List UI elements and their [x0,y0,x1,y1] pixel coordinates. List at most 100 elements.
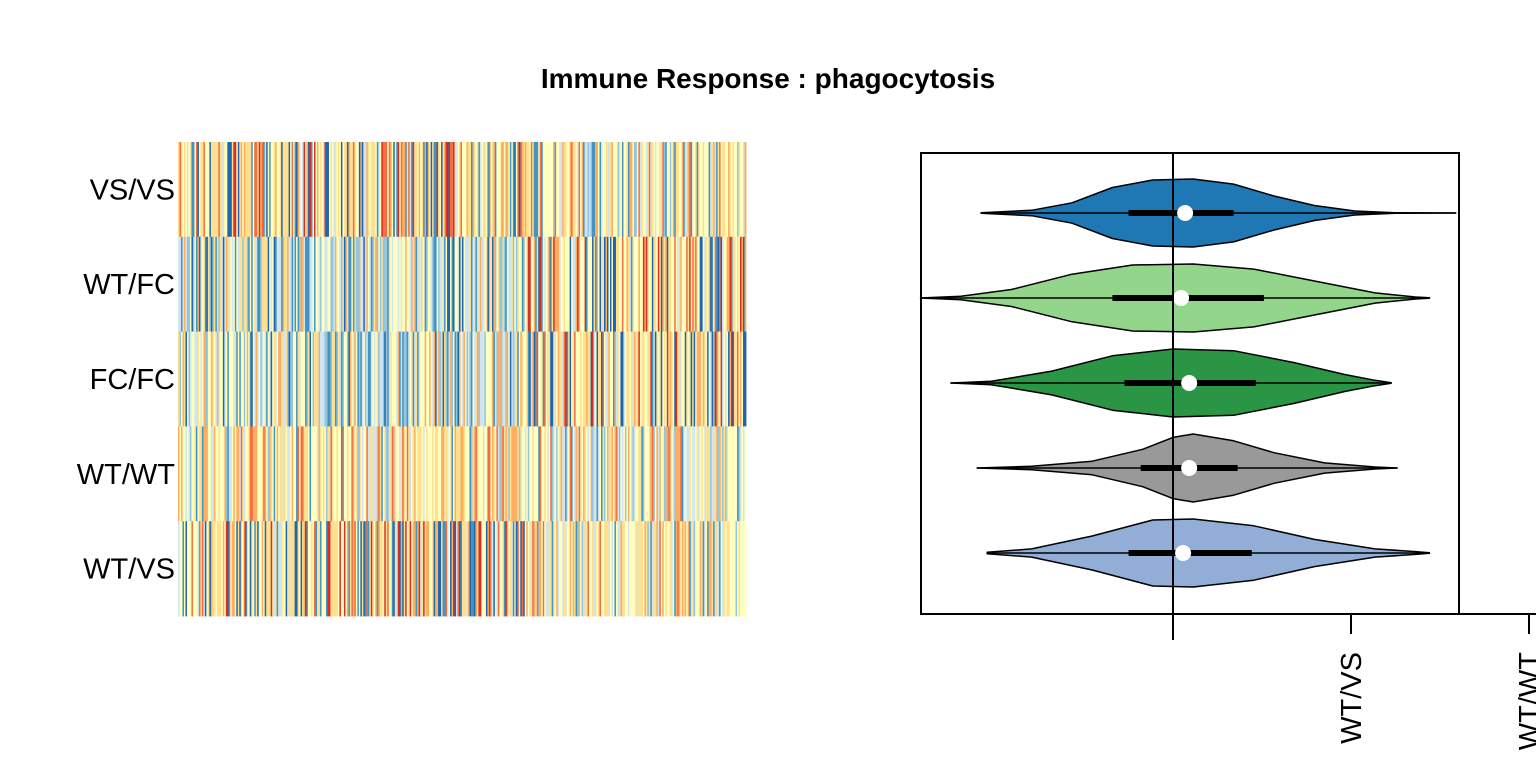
heatmap-cell [505,236,508,332]
heatmap-cell [337,521,340,617]
heatmap-cell [563,426,566,522]
heatmap-cell [387,236,390,332]
heatmap-cell [604,521,606,617]
heatmap-cell [508,331,511,427]
heatmap-cell [554,331,557,427]
heatmap-cell [272,236,275,332]
heatmap-cell [545,236,548,332]
heatmap-cell [355,521,358,617]
heatmap-cell [239,142,242,238]
heatmap-cell [666,521,669,617]
heatmap-cell [339,426,342,522]
heatmap-cell [665,142,668,238]
heatmap-cell [331,236,334,332]
heatmap-cell [518,236,521,332]
heatmap-cell [548,331,551,427]
heatmap-cell [683,142,686,238]
heatmap-cell [578,426,581,522]
heatmap-cell [249,142,252,238]
heatmap-cell [581,521,584,617]
heatmap-cell [372,426,375,522]
heatmap-cell [636,426,639,522]
heatmap-cell [677,521,680,617]
heatmap-cell [194,521,197,617]
heatmap-cell [551,331,554,427]
heatmap-cell [296,331,298,427]
heatmap-cell [639,331,642,427]
heatmap-cell [536,521,539,617]
heatmap-cell [469,426,472,522]
heatmap-cell [279,236,282,332]
heatmap-cell [539,142,542,238]
heatmap-cell [545,521,548,617]
heatmap-cell [488,236,491,332]
heatmap-cell [669,236,672,332]
heatmap-cell [411,521,414,617]
heatmap-cell [417,236,420,332]
heatmap-cell [240,331,243,427]
heatmap-cell [707,142,710,238]
heatmap-cell [511,521,514,617]
heatmap-cell [566,236,569,332]
heatmap-cell [390,236,393,332]
heatmap-cell [687,236,690,332]
heatmap-cell [269,142,272,238]
heatmap-cell [219,236,222,332]
heatmap-cell [565,142,568,238]
heatmap-cell [370,521,373,617]
heatmap-cell [463,331,466,427]
heatmap-cell [583,331,585,427]
heatmap-cell [581,331,584,427]
heatmap-cell [677,331,680,427]
heatmap-cell [391,142,394,238]
heatmap-cell [357,331,360,427]
heatmap-cell [379,331,382,427]
heatmap-cell [668,426,671,522]
heatmap-cell [421,331,424,427]
heatmap-cell [209,236,212,332]
heatmap-cell [569,331,572,427]
heatmap-cell [309,142,312,238]
heatmap-cell [524,331,527,427]
heatmap-cell [290,142,292,238]
heatmap-cell [532,236,535,332]
heatmap-cell [233,521,236,617]
heatmap-cell [462,236,464,332]
heatmap-cell [566,331,569,427]
heatmap-cell [294,521,297,617]
heatmap-cell [716,331,718,427]
heatmap-cell [412,236,415,332]
heatmap-cell [493,236,496,332]
heatmap-cell [351,236,354,332]
heatmap-cell [263,426,266,522]
heatmap-cell [467,426,470,522]
heatmap-cell [595,426,597,522]
heatmap-cell [520,142,523,238]
heatmap-cell [674,426,677,522]
heatmap-cell [584,142,587,238]
heatmap-cell [734,521,736,617]
heatmap-cell [438,521,440,617]
heatmap-cell [626,426,629,522]
heatmap-cell [457,426,460,522]
heatmap-cell [571,331,574,427]
heatmap-cell [732,142,735,238]
heatmap-cell [420,236,423,332]
heatmap-cell [308,142,310,238]
heatmap-cell [542,142,545,238]
heatmap-cell [246,426,249,522]
heatmap-cell [565,236,568,332]
heatmap-cell [454,236,457,332]
heatmap-cell [266,521,269,617]
heatmap-cell [284,331,287,427]
heatmap-cell [427,142,430,238]
heatmap-cell [647,236,650,332]
heatmap-cell [275,521,278,617]
heatmap-cell [482,142,485,238]
heatmap-cell [204,521,207,617]
heatmap-cell [705,521,708,617]
violin-median-point [1181,375,1198,391]
heatmap-cell [340,142,343,238]
heatmap-cell [381,142,384,238]
heatmap-cell [414,142,417,238]
